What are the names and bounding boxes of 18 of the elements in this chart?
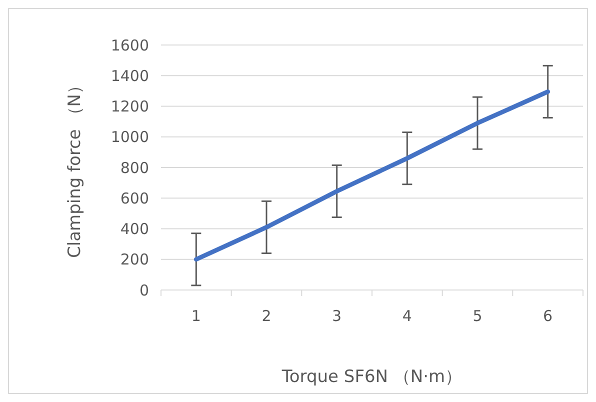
y-axis-title: Clamping force （N） — [65, 77, 85, 258]
y-tick-label: 400 — [120, 220, 149, 238]
x-tick-label: 5 — [472, 307, 482, 325]
line-series — [194, 89, 550, 262]
y-tick-label: 800 — [120, 158, 149, 177]
y-tick-label: 200 — [120, 250, 149, 269]
y-tick-label: 0 — [139, 281, 149, 300]
x-tick-label: 4 — [402, 307, 412, 325]
x-tick-label: 2 — [262, 307, 272, 325]
y-tick-label: 1200 — [110, 98, 149, 116]
x-tick-label: 1 — [191, 307, 201, 325]
x-tick-label: 6 — [543, 307, 553, 325]
x-tick-label: 3 — [332, 307, 342, 325]
y-tick-label: 600 — [120, 189, 149, 208]
x-axis-title: Torque SF6N （N·m） — [280, 367, 462, 387]
y-tick-label: 1000 — [110, 128, 149, 146]
y-tick-label: 1600 — [110, 36, 149, 54]
y-tick-label: 1400 — [110, 66, 149, 85]
